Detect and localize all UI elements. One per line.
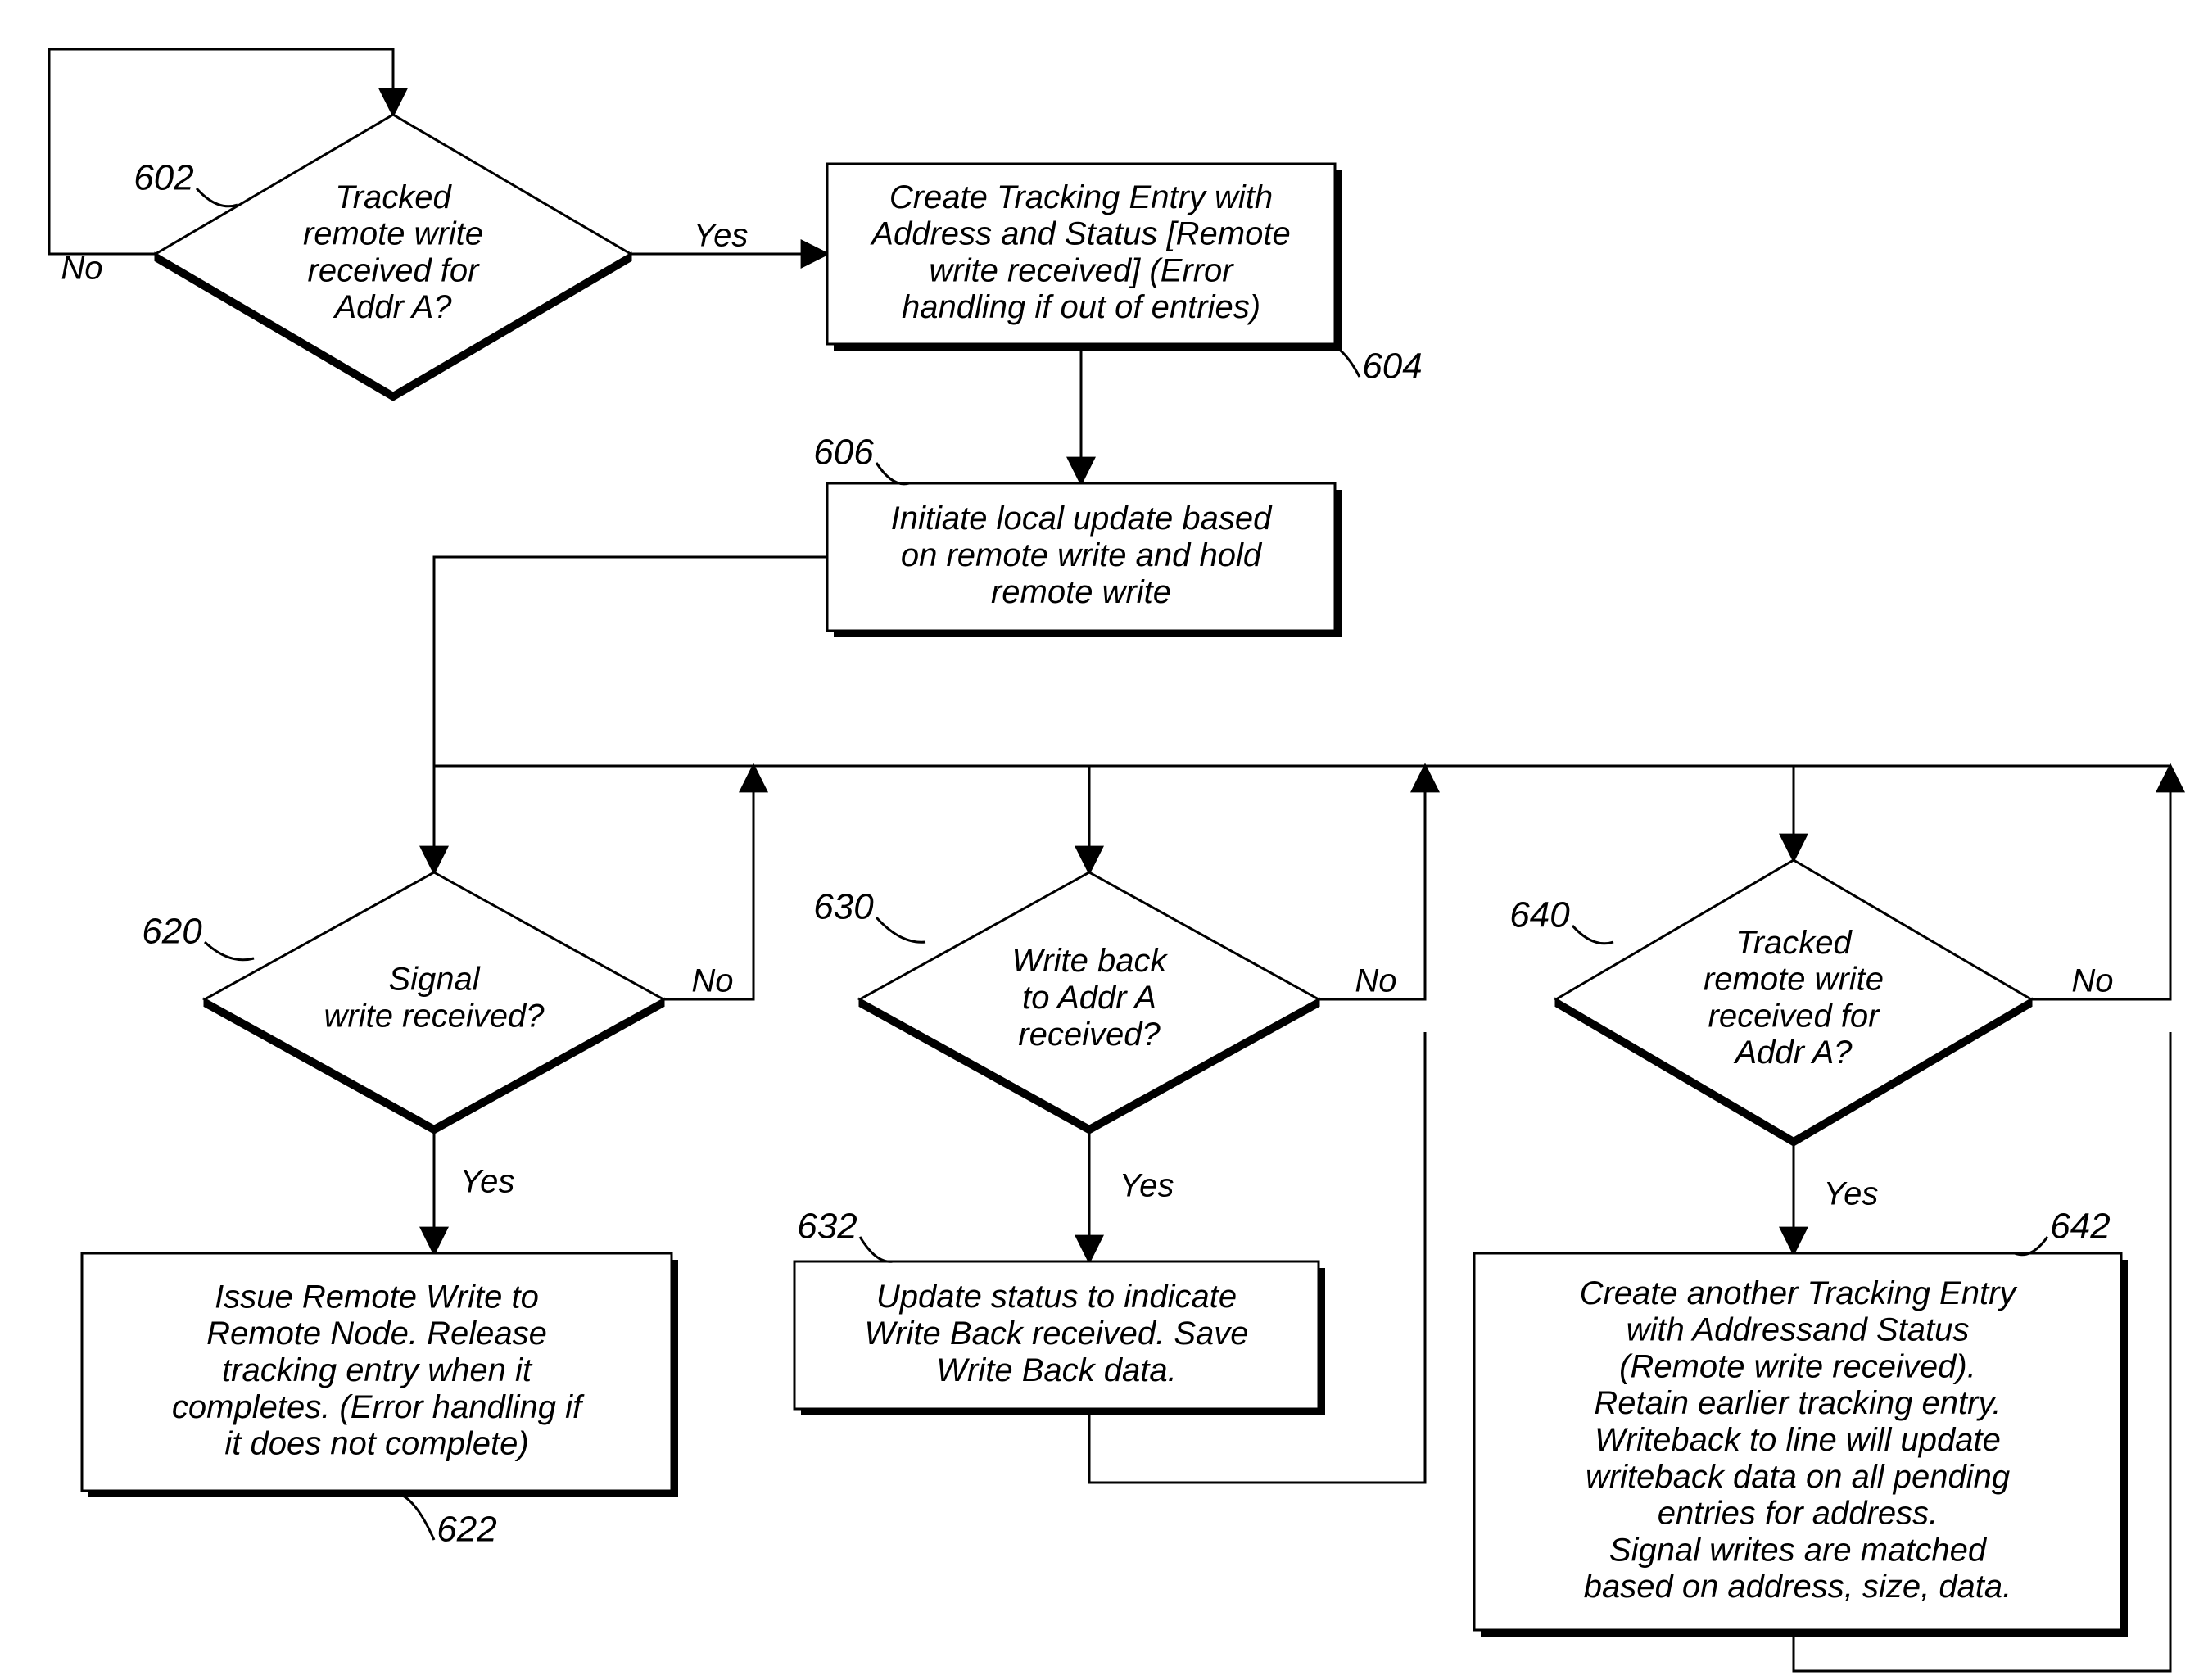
flowchart-canvas: Trackedremote writereceived forAddr A? Cr…: [0, 0, 2208, 1680]
svg-text:604: 604: [1362, 346, 1422, 387]
p632: Update status to indicateWrite Back rece…: [794, 1261, 1325, 1415]
ref-642: 642: [2015, 1207, 2111, 1255]
svg-text:620: 620: [142, 912, 202, 952]
d620: Signalwrite received?: [205, 872, 663, 1133]
edge-label-no620: No: [691, 963, 733, 999]
svg-text:Create another Tracking Entryw: Create another Tracking Entrywith Addres…: [1580, 1275, 2019, 1604]
svg-text:602: 602: [133, 158, 193, 198]
svg-text:622: 622: [437, 1510, 496, 1550]
p604: Create Tracking Entry withAddress and St…: [827, 164, 1342, 351]
ref-606: 606: [813, 432, 909, 484]
edge-label-yes620: Yes: [460, 1164, 515, 1200]
p622: Issue Remote Write toRemote Node. Releas…: [82, 1253, 678, 1497]
ref-640: 640: [1509, 895, 1613, 944]
d602: Trackedremote writereceived forAddr A?: [156, 115, 631, 400]
edge-label-yes602: Yes: [694, 218, 749, 254]
d630: Write backto Addr Areceived?: [860, 872, 1319, 1133]
svg-text:Create Tracking Entry withAddr: Create Tracking Entry withAddress and St…: [870, 179, 1290, 324]
ref-630: 630: [813, 887, 925, 943]
ref-620: 620: [142, 912, 254, 960]
edge-label-yes640: Yes: [1824, 1176, 1879, 1212]
edge-label-no640: No: [2071, 963, 2113, 999]
svg-text:630: 630: [813, 887, 874, 927]
p606: Initiate local update basedon remote wri…: [827, 483, 1342, 637]
svg-text:640: 640: [1509, 895, 1570, 935]
edge-e606-left: [434, 557, 827, 696]
edge-label-no630: No: [1355, 963, 1396, 999]
svg-text:Write backto Addr Areceived?: Write backto Addr Areceived?: [1012, 943, 1169, 1053]
svg-text:642: 642: [2050, 1207, 2110, 1247]
edge-label-no602: No: [61, 251, 102, 287]
ref-604: 604: [1327, 344, 1423, 387]
svg-text:606: 606: [813, 432, 874, 473]
edge-label-yes630: Yes: [1120, 1168, 1174, 1204]
ref-622: 622: [401, 1495, 497, 1550]
svg-text:Issue Remote Write toRemote No: Issue Remote Write toRemote Node. Releas…: [172, 1279, 585, 1461]
svg-text:632: 632: [797, 1207, 857, 1247]
ref-602: 602: [133, 158, 238, 206]
p642: Create another Tracking Entrywith Addres…: [1474, 1253, 2128, 1637]
ref-632: 632: [797, 1207, 893, 1262]
d640: Trackedremote writereceived forAddr A?: [1556, 860, 2031, 1145]
